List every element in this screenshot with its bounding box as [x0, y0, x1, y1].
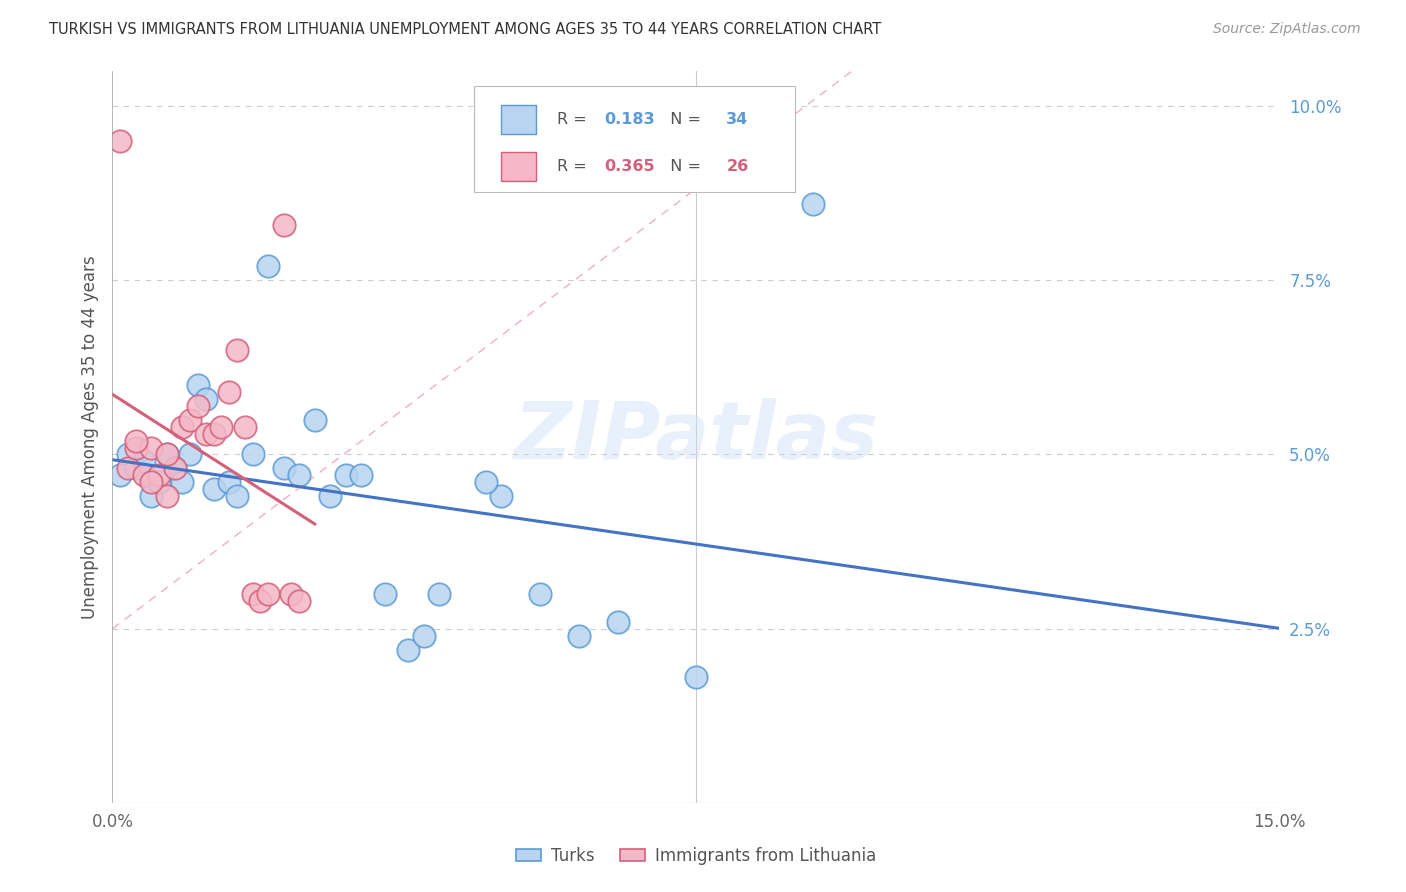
Point: [226, 343, 249, 357]
Point: [156, 489, 179, 503]
Text: 26: 26: [727, 159, 748, 174]
Point: [141, 475, 163, 490]
Point: [125, 461, 148, 475]
Point: [304, 412, 326, 426]
Point: [148, 468, 170, 483]
Point: [163, 461, 186, 475]
Point: [427, 587, 450, 601]
Text: 0.183: 0.183: [603, 112, 654, 127]
Point: [273, 461, 295, 475]
Point: [226, 489, 249, 503]
Point: [319, 489, 342, 503]
Text: 34: 34: [727, 112, 748, 127]
Text: R =: R =: [557, 159, 592, 174]
Point: [568, 629, 591, 643]
Point: [350, 468, 373, 483]
Point: [194, 392, 217, 406]
Point: [132, 468, 155, 483]
Point: [141, 489, 163, 503]
Point: [125, 434, 148, 448]
Point: [288, 468, 311, 483]
Point: [273, 218, 295, 232]
Point: [156, 448, 179, 462]
Point: [396, 642, 419, 657]
Text: R =: R =: [557, 112, 592, 127]
Point: [242, 448, 264, 462]
Point: [187, 399, 209, 413]
Y-axis label: Unemployment Among Ages 35 to 44 years: Unemployment Among Ages 35 to 44 years: [80, 255, 98, 619]
Point: [529, 587, 551, 601]
Point: [125, 441, 148, 455]
Point: [257, 587, 280, 601]
Text: Source: ZipAtlas.com: Source: ZipAtlas.com: [1213, 22, 1361, 37]
Point: [801, 196, 824, 211]
Point: [179, 448, 201, 462]
Point: [141, 441, 163, 455]
Point: [218, 475, 240, 490]
Point: [607, 615, 630, 629]
Point: [110, 134, 132, 148]
Point: [685, 670, 707, 684]
Point: [475, 475, 498, 490]
Point: [335, 468, 357, 483]
Point: [242, 587, 264, 601]
Point: [148, 475, 170, 490]
Text: 0.365: 0.365: [603, 159, 654, 174]
Text: N =: N =: [659, 159, 706, 174]
Point: [202, 426, 225, 441]
Point: [132, 454, 155, 468]
Point: [117, 461, 139, 475]
Point: [110, 468, 132, 483]
Point: [202, 483, 225, 497]
Point: [218, 384, 240, 399]
Point: [288, 594, 311, 608]
Point: [491, 489, 513, 503]
Legend: Turks, Immigrants from Lithuania: Turks, Immigrants from Lithuania: [509, 840, 883, 871]
Point: [280, 587, 302, 601]
Text: TURKISH VS IMMIGRANTS FROM LITHUANIA UNEMPLOYMENT AMONG AGES 35 TO 44 YEARS CORR: TURKISH VS IMMIGRANTS FROM LITHUANIA UNE…: [49, 22, 882, 37]
Text: N =: N =: [659, 112, 706, 127]
FancyBboxPatch shape: [501, 152, 536, 181]
Point: [374, 587, 396, 601]
Point: [187, 377, 209, 392]
Point: [257, 260, 280, 274]
Point: [209, 419, 232, 434]
Point: [194, 426, 217, 441]
Point: [172, 419, 194, 434]
Point: [156, 448, 179, 462]
Point: [412, 629, 434, 643]
Point: [249, 594, 271, 608]
Point: [172, 475, 194, 490]
Point: [117, 448, 139, 462]
FancyBboxPatch shape: [474, 86, 796, 192]
FancyBboxPatch shape: [501, 104, 536, 134]
Point: [233, 419, 256, 434]
Point: [163, 461, 186, 475]
Text: ZIPatlas: ZIPatlas: [513, 398, 879, 476]
Point: [179, 412, 201, 426]
